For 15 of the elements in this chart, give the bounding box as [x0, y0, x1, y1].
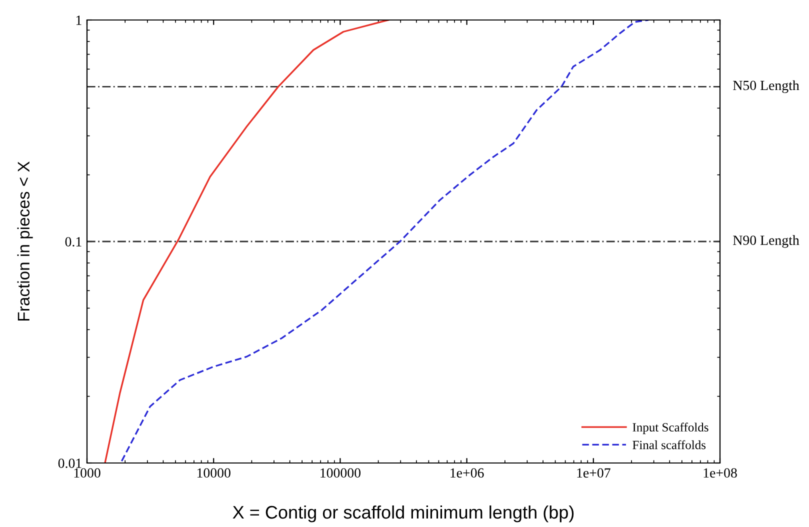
- ref-line-label: N90 Length: [733, 235, 800, 248]
- x-tick-label: 1e+07: [577, 468, 610, 478]
- y-tick-label: 0.01: [58, 458, 82, 468]
- y-tick-label: 1: [76, 16, 82, 25]
- y-axis-title: Fraction in pieces < X: [17, 161, 33, 320]
- legend-label: Input Scaffolds: [632, 422, 708, 434]
- ref-line-label: N50 Length: [733, 80, 800, 93]
- x-tick-label: 10000: [197, 468, 230, 478]
- x-tick-label: 1000: [74, 468, 100, 478]
- x-tick-label: 1e+08: [704, 468, 737, 478]
- x-axis-title: X = Contig or scaffold minimum length (bp): [232, 505, 574, 522]
- legend-label: Final scaffolds: [632, 440, 706, 450]
- y-tick-label: 0.1: [65, 237, 82, 247]
- x-tick-label: 1e+06: [450, 468, 484, 478]
- x-tick-label: 100000: [320, 468, 361, 478]
